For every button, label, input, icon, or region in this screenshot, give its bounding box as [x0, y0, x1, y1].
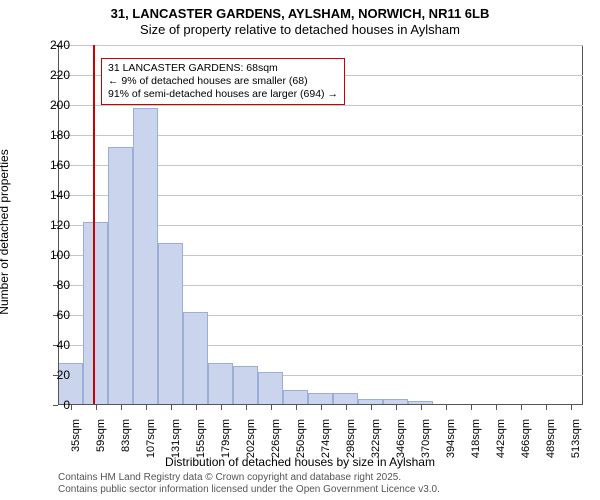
x-tick-label: 442sqm — [495, 419, 507, 458]
reference-line — [93, 45, 95, 405]
x-tick-mark — [471, 405, 472, 410]
x-tick-label: 274sqm — [320, 419, 332, 458]
footer-line-1: Contains HM Land Registry data © Crown c… — [58, 472, 401, 483]
y-tick-label: 0 — [30, 398, 70, 412]
y-tick-label: 200 — [30, 98, 70, 112]
x-tick-mark — [396, 405, 397, 410]
histogram-bar — [83, 222, 108, 405]
x-tick-mark — [296, 405, 297, 410]
x-tick-mark — [246, 405, 247, 410]
x-tick-mark — [321, 405, 322, 410]
x-tick-label: 466sqm — [520, 419, 532, 458]
x-tick-label: 155sqm — [195, 419, 207, 458]
x-tick-mark — [146, 405, 147, 410]
x-tick-mark — [521, 405, 522, 410]
plot-area: 31 LANCASTER GARDENS: 68sqm← 9% of detac… — [58, 45, 583, 405]
x-tick-label: 202sqm — [245, 419, 257, 458]
annotation-line-1: 31 LANCASTER GARDENS: 68sqm — [108, 62, 338, 75]
x-tick-mark — [96, 405, 97, 410]
y-tick-label: 80 — [30, 278, 70, 292]
y-tick-label: 40 — [30, 338, 70, 352]
x-tick-mark — [221, 405, 222, 410]
y-tick-label: 100 — [30, 248, 70, 262]
y-tick-label: 20 — [30, 368, 70, 382]
x-tick-label: 370sqm — [420, 419, 432, 458]
y-tick-label: 180 — [30, 128, 70, 142]
histogram-bar — [183, 312, 208, 405]
x-tick-label: 59sqm — [95, 419, 107, 452]
y-tick-label: 120 — [30, 218, 70, 232]
x-tick-mark — [546, 405, 547, 410]
x-tick-label: 131sqm — [170, 419, 182, 458]
y-tick-label: 160 — [30, 158, 70, 172]
x-tick-label: 83sqm — [120, 419, 132, 452]
x-tick-label: 489sqm — [545, 419, 557, 458]
histogram-bar — [158, 243, 183, 405]
x-axis-label: Distribution of detached houses by size … — [0, 455, 600, 469]
x-tick-label: 418sqm — [470, 419, 482, 458]
x-tick-mark — [71, 405, 72, 410]
x-tick-mark — [421, 405, 422, 410]
x-tick-label: 394sqm — [445, 419, 457, 458]
x-tick-mark — [446, 405, 447, 410]
y-tick-label: 240 — [30, 38, 70, 52]
x-tick-mark — [346, 405, 347, 410]
footer-line-2: Contains public sector information licen… — [58, 484, 440, 495]
annotation-box: 31 LANCASTER GARDENS: 68sqm← 9% of detac… — [101, 58, 345, 105]
y-tick-label: 220 — [30, 68, 70, 82]
annotation-line-3: 91% of semi-detached houses are larger (… — [108, 88, 338, 101]
x-tick-mark — [121, 405, 122, 410]
y-tick-label: 140 — [30, 188, 70, 202]
y-tick-label: 60 — [30, 308, 70, 322]
x-tick-mark — [496, 405, 497, 410]
histogram-bar — [208, 363, 233, 405]
annotation-line-2: ← 9% of detached houses are smaller (68) — [108, 75, 338, 88]
x-tick-label: 346sqm — [395, 419, 407, 458]
histogram-bar — [133, 108, 158, 405]
y-axis-label: Number of detached properties — [0, 149, 11, 314]
histogram-bar — [258, 372, 283, 405]
title-line-2: Size of property relative to detached ho… — [0, 22, 600, 37]
x-tick-mark — [271, 405, 272, 410]
x-tick-label: 250sqm — [295, 419, 307, 458]
x-tick-mark — [571, 405, 572, 410]
x-tick-label: 513sqm — [570, 419, 582, 458]
x-tick-label: 179sqm — [220, 419, 232, 458]
x-tick-mark — [371, 405, 372, 410]
x-tick-label: 298sqm — [345, 419, 357, 458]
x-tick-label: 107sqm — [145, 419, 157, 458]
x-tick-mark — [171, 405, 172, 410]
histogram-bar — [283, 390, 308, 405]
gridline — [58, 45, 583, 46]
title-line-1: 31, LANCASTER GARDENS, AYLSHAM, NORWICH,… — [0, 6, 600, 21]
histogram-bar — [233, 366, 258, 405]
x-tick-label: 226sqm — [270, 419, 282, 458]
x-tick-label: 35sqm — [70, 419, 82, 452]
chart-container: 31, LANCASTER GARDENS, AYLSHAM, NORWICH,… — [0, 0, 600, 500]
histogram-bar — [108, 147, 133, 405]
x-tick-label: 322sqm — [370, 419, 382, 458]
x-tick-mark — [196, 405, 197, 410]
